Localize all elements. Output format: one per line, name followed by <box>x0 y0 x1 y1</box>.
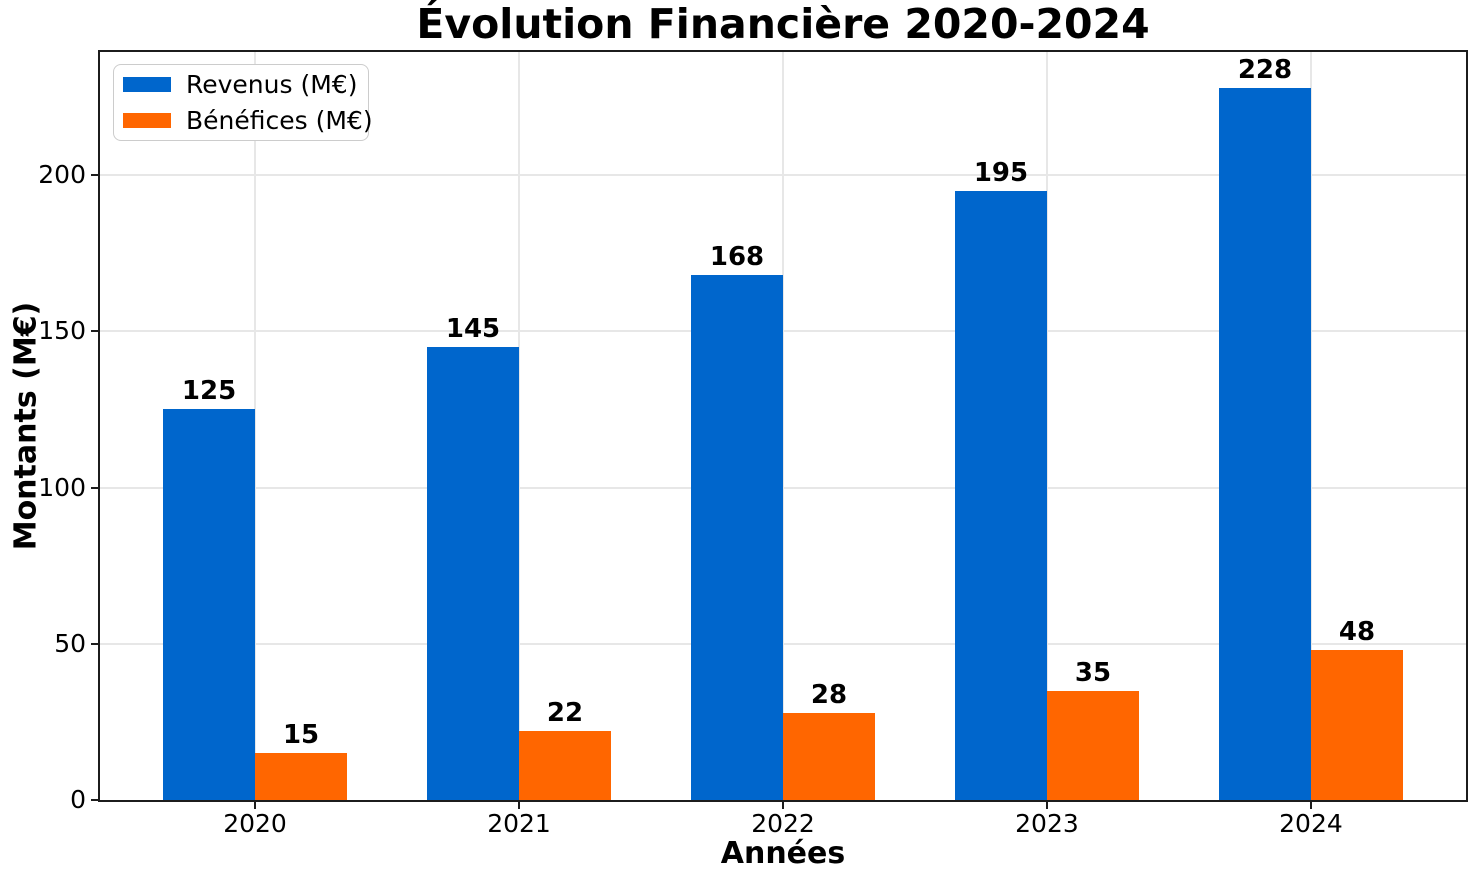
revenus-color-swatch <box>123 77 171 92</box>
bar-benefices-2020 <box>255 753 348 800</box>
vertical-gridline <box>518 52 521 800</box>
x-tick-label: 2020 <box>223 809 287 838</box>
y-tick-label: 200 <box>38 160 86 190</box>
y-tick-label: 100 <box>38 472 86 502</box>
y-tick-label: 150 <box>38 316 86 346</box>
bar-benefices-2022 <box>783 712 875 800</box>
legend-box: Revenus (M€) Bénéfices (M€) <box>113 64 373 141</box>
x-tick-label: 2021 <box>487 809 551 838</box>
x-axis-label: Années <box>720 836 846 871</box>
bar-value-label: 15 <box>282 720 320 751</box>
y-tick-mark <box>91 486 100 489</box>
y-tick-mark <box>91 174 100 177</box>
bar-revenus-2022 <box>691 275 783 800</box>
x-tick-mark <box>518 800 521 809</box>
bar-value-label: 145 <box>445 313 501 344</box>
legend-label-benefices: Bénéfices (M€) <box>186 106 373 135</box>
y-tick-mark <box>91 330 100 333</box>
vertical-gridline <box>782 52 784 800</box>
y-tick-mark <box>91 799 100 801</box>
legend-item-benefices: Bénéfices (M€) <box>123 106 373 135</box>
bar-value-label: 228 <box>1237 54 1293 85</box>
y-tick-mark <box>91 642 100 645</box>
vertical-gridline <box>254 52 257 800</box>
benefices-color-swatch <box>123 113 171 128</box>
chart-title: Évolution Financière 2020-2024 <box>416 0 1150 48</box>
vertical-gridline <box>1309 52 1312 800</box>
bar-benefices-2023 <box>1046 690 1139 800</box>
bar-value-label: 195 <box>973 157 1029 188</box>
x-tick-mark <box>1309 800 1312 809</box>
y-tick-label: 0 <box>70 785 86 814</box>
bar-value-label: 168 <box>709 242 765 273</box>
bar-benefices-2021 <box>519 731 612 800</box>
bar-benefices-2024 <box>1310 650 1403 800</box>
bar-value-label: 22 <box>546 698 584 729</box>
vertical-gridline <box>1045 52 1048 800</box>
x-tick-mark <box>782 800 784 809</box>
x-tick-mark <box>1045 800 1048 809</box>
bar-revenus-2020 <box>163 409 256 800</box>
bar-value-label: 35 <box>1074 657 1112 688</box>
bar-value-label: 48 <box>1338 617 1376 648</box>
bar-value-label: 125 <box>181 376 237 407</box>
legend-label-revenus: Revenus (M€) <box>186 70 358 99</box>
bar-revenus-2021 <box>427 346 520 800</box>
bar-revenus-2023 <box>954 190 1047 800</box>
bar-revenus-2024 <box>1218 87 1311 800</box>
x-tick-label: 2023 <box>1015 809 1079 838</box>
bar-value-label: 28 <box>810 679 848 710</box>
x-tick-label: 2024 <box>1279 809 1343 838</box>
x-tick-mark <box>254 800 257 809</box>
x-tick-label: 2022 <box>751 809 815 838</box>
y-tick-label: 50 <box>54 628 86 658</box>
legend-item-revenus: Revenus (M€) <box>123 70 368 99</box>
